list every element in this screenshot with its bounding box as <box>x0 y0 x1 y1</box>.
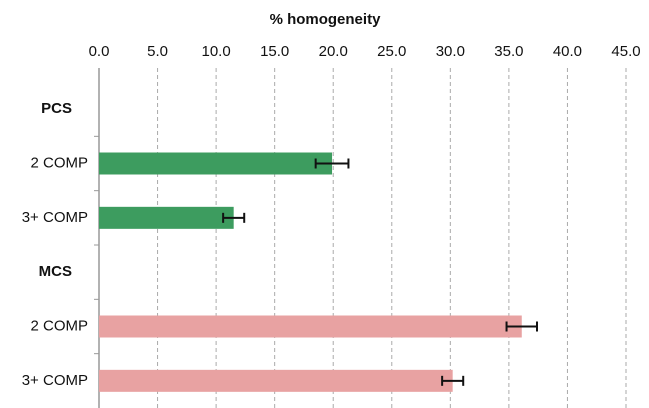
x-tick-label: 5.0 <box>147 43 168 60</box>
bar <box>99 206 234 229</box>
x-tick-label: 40.0 <box>553 43 582 60</box>
error-bar <box>441 375 465 386</box>
group-label: PCS <box>41 100 72 117</box>
x-tick-label: 25.0 <box>377 43 406 60</box>
y-tick-label: 2 COMP <box>30 317 88 334</box>
error-bar <box>222 212 246 223</box>
x-tick-label: 45.0 <box>611 43 640 60</box>
error-bar <box>505 321 538 332</box>
bar <box>99 152 333 175</box>
x-tick-label: 10.0 <box>202 43 231 60</box>
x-tick-label: 35.0 <box>494 43 523 60</box>
error-bar <box>314 158 350 169</box>
x-tick-label: 0.0 <box>89 43 110 60</box>
chart-title: % homogeneity <box>270 11 382 28</box>
y-tick-label: 2 COMP <box>30 154 88 171</box>
y-tick-label: 3+ COMP <box>22 372 88 389</box>
y-tick-label: 3+ COMP <box>22 209 88 226</box>
x-tick-label: 15.0 <box>260 43 289 60</box>
x-tick-label: 30.0 <box>436 43 465 60</box>
bar <box>99 315 522 338</box>
bar <box>99 369 453 392</box>
group-label: MCS <box>39 263 72 280</box>
x-tick-label: 20.0 <box>319 43 348 60</box>
